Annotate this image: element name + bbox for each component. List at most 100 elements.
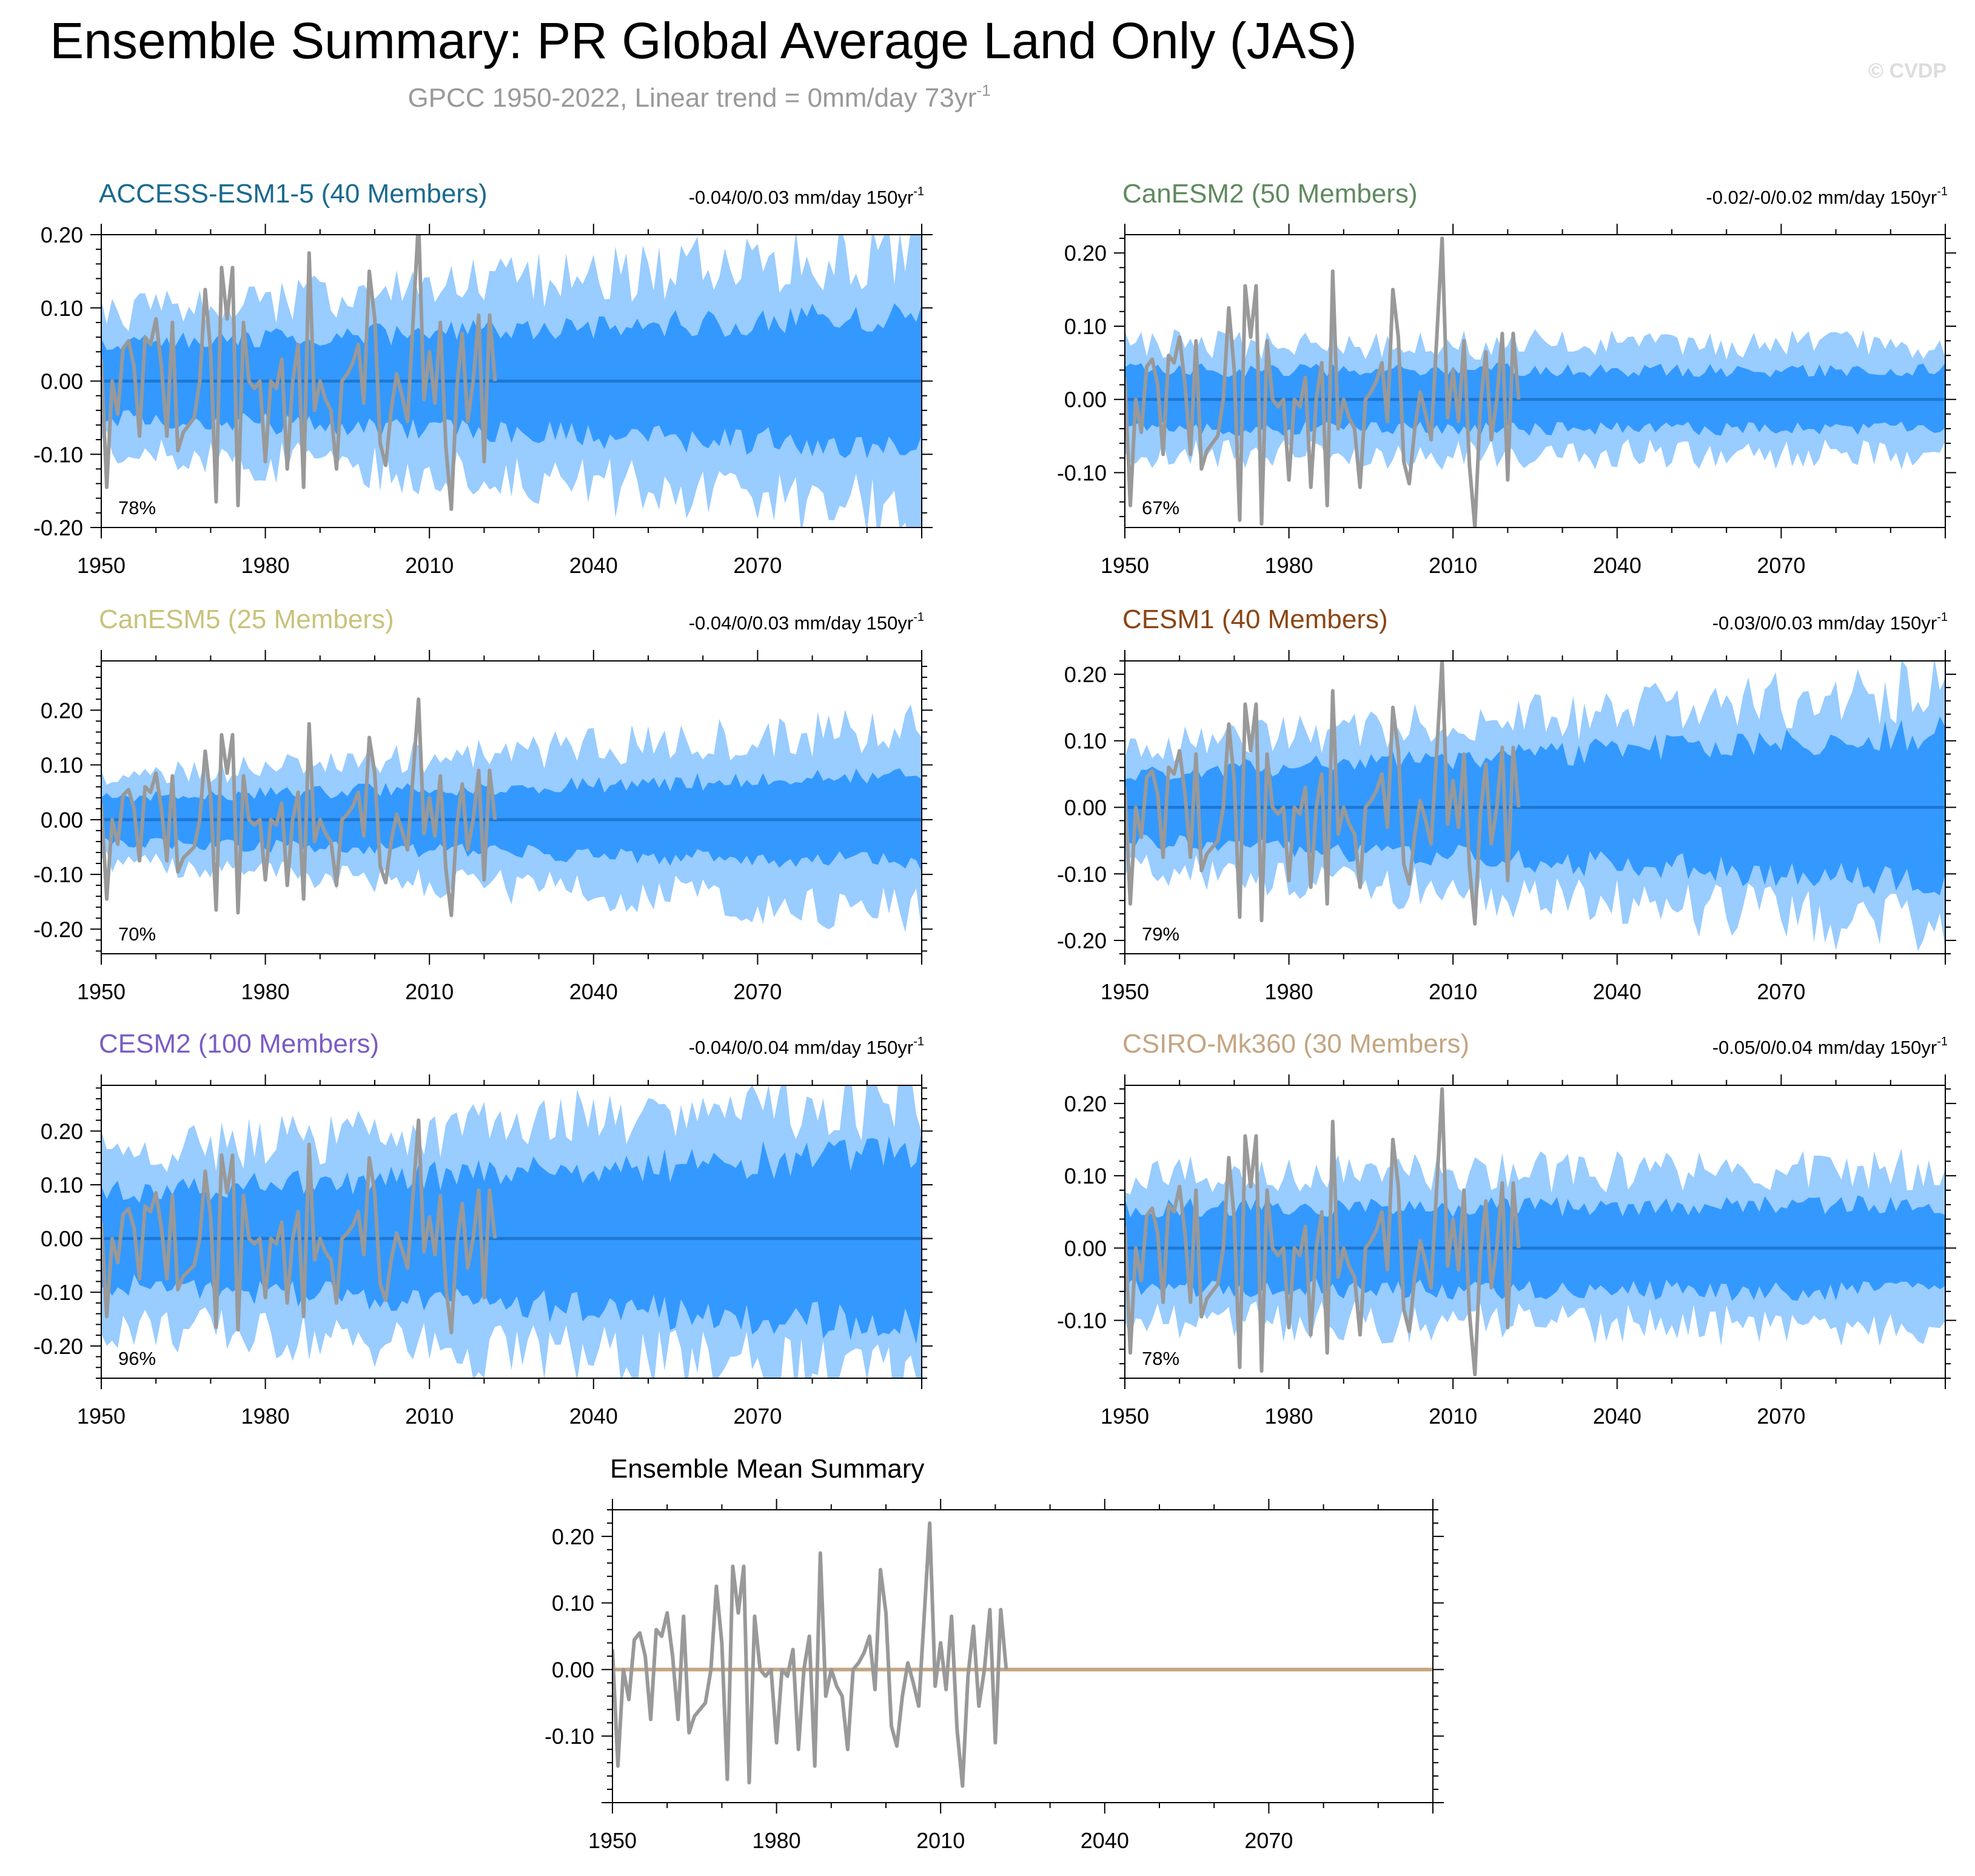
panel-5: 1950 1980 2010 2040 2070 0.20 0.10 0.00 -0.10 -0.… xyxy=(33,1029,933,1429)
percent-label: 67% xyxy=(1142,497,1179,518)
percent-label: 78% xyxy=(1142,1348,1179,1369)
y-tick-label: -0.10 xyxy=(33,1280,83,1305)
x-tick-label: 2040 xyxy=(1593,553,1641,578)
panel-7: 1950 1980 2010 2040 2070 0.20 0.10 0.00 -0.10 Ens… xyxy=(545,1454,1444,1853)
x-tick-label: 1950 xyxy=(77,553,126,578)
percent-label: 70% xyxy=(118,923,156,945)
trend-label: -0.05/0/0.04 mm/day 150yr-1 xyxy=(1712,1035,1948,1058)
observation-line xyxy=(1125,236,1521,528)
y-tick-label: 0.20 xyxy=(41,1119,83,1144)
y-tick-label: 0.20 xyxy=(552,1524,594,1549)
x-tick-label: 2010 xyxy=(916,1828,965,1853)
y-tick-label: 0.20 xyxy=(41,223,83,247)
y-tick-label: 0.00 xyxy=(552,1657,594,1682)
figure-subtitle: GPCC 1950-2022, Linear trend = 0mm/day 7… xyxy=(407,81,990,113)
plot-frame xyxy=(612,1509,1433,1803)
trend-label: -0.04/0/0.03 mm/day 150yr-1 xyxy=(689,611,924,634)
x-tick-label: 2070 xyxy=(733,979,782,1004)
y-tick-label: -0.10 xyxy=(33,442,83,467)
y-tick-label: 0.10 xyxy=(41,1173,83,1198)
observation-line xyxy=(101,235,497,511)
y-tick-label: 0.00 xyxy=(41,369,83,394)
x-tick-label: 2010 xyxy=(1429,553,1477,578)
y-tick-label: -0.20 xyxy=(33,1334,83,1359)
trend-label: -0.02/-0/0.02 mm/day 150yr-1 xyxy=(1706,185,1948,208)
y-tick-label: 0.00 xyxy=(41,1227,83,1251)
panel-1: 1950 1980 2010 2040 2070 0.20 0.10 0.00 -0.10 -0.… xyxy=(33,179,933,578)
y-tick-label: -0.20 xyxy=(33,515,83,540)
plot-area xyxy=(1125,661,1945,951)
x-tick-label: 1980 xyxy=(241,1404,290,1429)
panel-title: CanESM2 (50 Members) xyxy=(1122,179,1418,209)
panel-title: CESM1 (40 Members) xyxy=(1122,605,1388,634)
observation-line xyxy=(1125,1087,1521,1376)
x-tick-label: 2040 xyxy=(1081,1828,1129,1853)
x-tick-label: 1950 xyxy=(77,1404,126,1429)
panel-title: CanESM5 (25 Members) xyxy=(99,605,394,634)
observation-line xyxy=(612,1521,1008,1788)
observation-line xyxy=(101,1118,497,1335)
y-tick-label: -0.10 xyxy=(1057,1308,1107,1333)
percent-label: 96% xyxy=(118,1348,156,1369)
y-tick-label: 0.10 xyxy=(41,753,83,778)
panel-4: 1950 1980 2010 2040 2070 0.20 0.10 0.00 -0.10 -0.… xyxy=(1057,605,1956,1004)
y-tick-label: -0.10 xyxy=(1057,460,1107,485)
plot-frame xyxy=(101,660,922,954)
x-tick-label: 2010 xyxy=(1429,979,1477,1004)
observation-line xyxy=(1125,661,1521,926)
panel-title: ACCESS-ESM1-5 (40 Members) xyxy=(99,179,488,209)
x-tick-label: 2070 xyxy=(1757,979,1805,1004)
plot-area xyxy=(101,697,922,933)
trend-label: -0.04/0/0.04 mm/day 150yr-1 xyxy=(689,1035,924,1058)
y-tick-label: 0.00 xyxy=(1064,1236,1107,1261)
observation-line xyxy=(101,697,497,917)
y-tick-label: -0.20 xyxy=(33,917,83,942)
y-tick-label: 0.00 xyxy=(1064,387,1107,412)
panel-title: CESM2 (100 Members) xyxy=(99,1029,379,1059)
y-tick-label: 0.20 xyxy=(1064,1091,1107,1116)
plot-area xyxy=(101,1085,922,1378)
x-tick-label: 1980 xyxy=(1265,979,1313,1004)
y-tick-label: -0.10 xyxy=(545,1724,594,1749)
plot-area xyxy=(101,235,922,528)
x-tick-label: 1950 xyxy=(1101,979,1149,1004)
x-tick-label: 1980 xyxy=(753,1828,801,1853)
y-tick-label: 0.20 xyxy=(1064,662,1107,687)
x-tick-label: 1980 xyxy=(241,553,290,578)
panel-2: 1950 1980 2010 2040 2070 0.20 0.10 0.00 -0.10 Can… xyxy=(1057,179,1956,578)
y-tick-label: 0.10 xyxy=(41,296,83,321)
x-tick-label: 2010 xyxy=(405,979,454,1004)
x-tick-label: 2070 xyxy=(733,1404,782,1429)
copyright-label: © CVDP xyxy=(1868,59,1946,82)
y-tick-label: -0.10 xyxy=(33,862,83,887)
x-tick-label: 2070 xyxy=(1244,1828,1293,1853)
figure-title: Ensemble Summary: PR Global Average Land… xyxy=(50,12,1356,69)
plot-area xyxy=(1125,1087,1945,1376)
y-tick-label: -0.20 xyxy=(1057,928,1107,953)
panel-title: Ensemble Mean Summary xyxy=(610,1454,924,1484)
x-tick-label: 2040 xyxy=(569,553,618,578)
x-tick-label: 2010 xyxy=(405,553,454,578)
x-tick-label: 2040 xyxy=(1593,979,1641,1004)
x-tick-label: 2010 xyxy=(1429,1404,1477,1429)
panel-3: 1950 1980 2010 2040 2070 0.20 0.10 0.00 -0.10 -0.… xyxy=(33,605,933,1004)
x-tick-label: 1950 xyxy=(1101,1404,1149,1429)
plot-area xyxy=(612,1521,1433,1788)
panels: 1950 1980 2010 2040 2070 0.20 0.10 0.00 -0.10 -0.… xyxy=(33,179,1956,1853)
y-tick-label: 0.10 xyxy=(1064,1164,1107,1188)
y-tick-label: 0.10 xyxy=(552,1591,594,1616)
x-tick-label: 2070 xyxy=(1757,553,1805,578)
x-tick-label: 1950 xyxy=(1101,553,1149,578)
y-tick-label: 0.00 xyxy=(41,808,83,832)
trend-label: -0.03/0/0.03 mm/day 150yr-1 xyxy=(1712,611,1948,634)
y-tick-label: 0.10 xyxy=(1064,729,1107,754)
x-tick-label: 2040 xyxy=(569,1404,618,1429)
x-tick-label: 1980 xyxy=(1265,553,1313,578)
panel-title: CSIRO-Mk360 (30 Members) xyxy=(1122,1029,1469,1059)
plot-frame xyxy=(101,1085,922,1379)
y-tick-label: 0.10 xyxy=(1064,314,1107,339)
y-tick-label: 0.00 xyxy=(1064,796,1107,820)
plot-frame xyxy=(1124,234,1946,528)
x-tick-label: 1950 xyxy=(77,979,126,1004)
